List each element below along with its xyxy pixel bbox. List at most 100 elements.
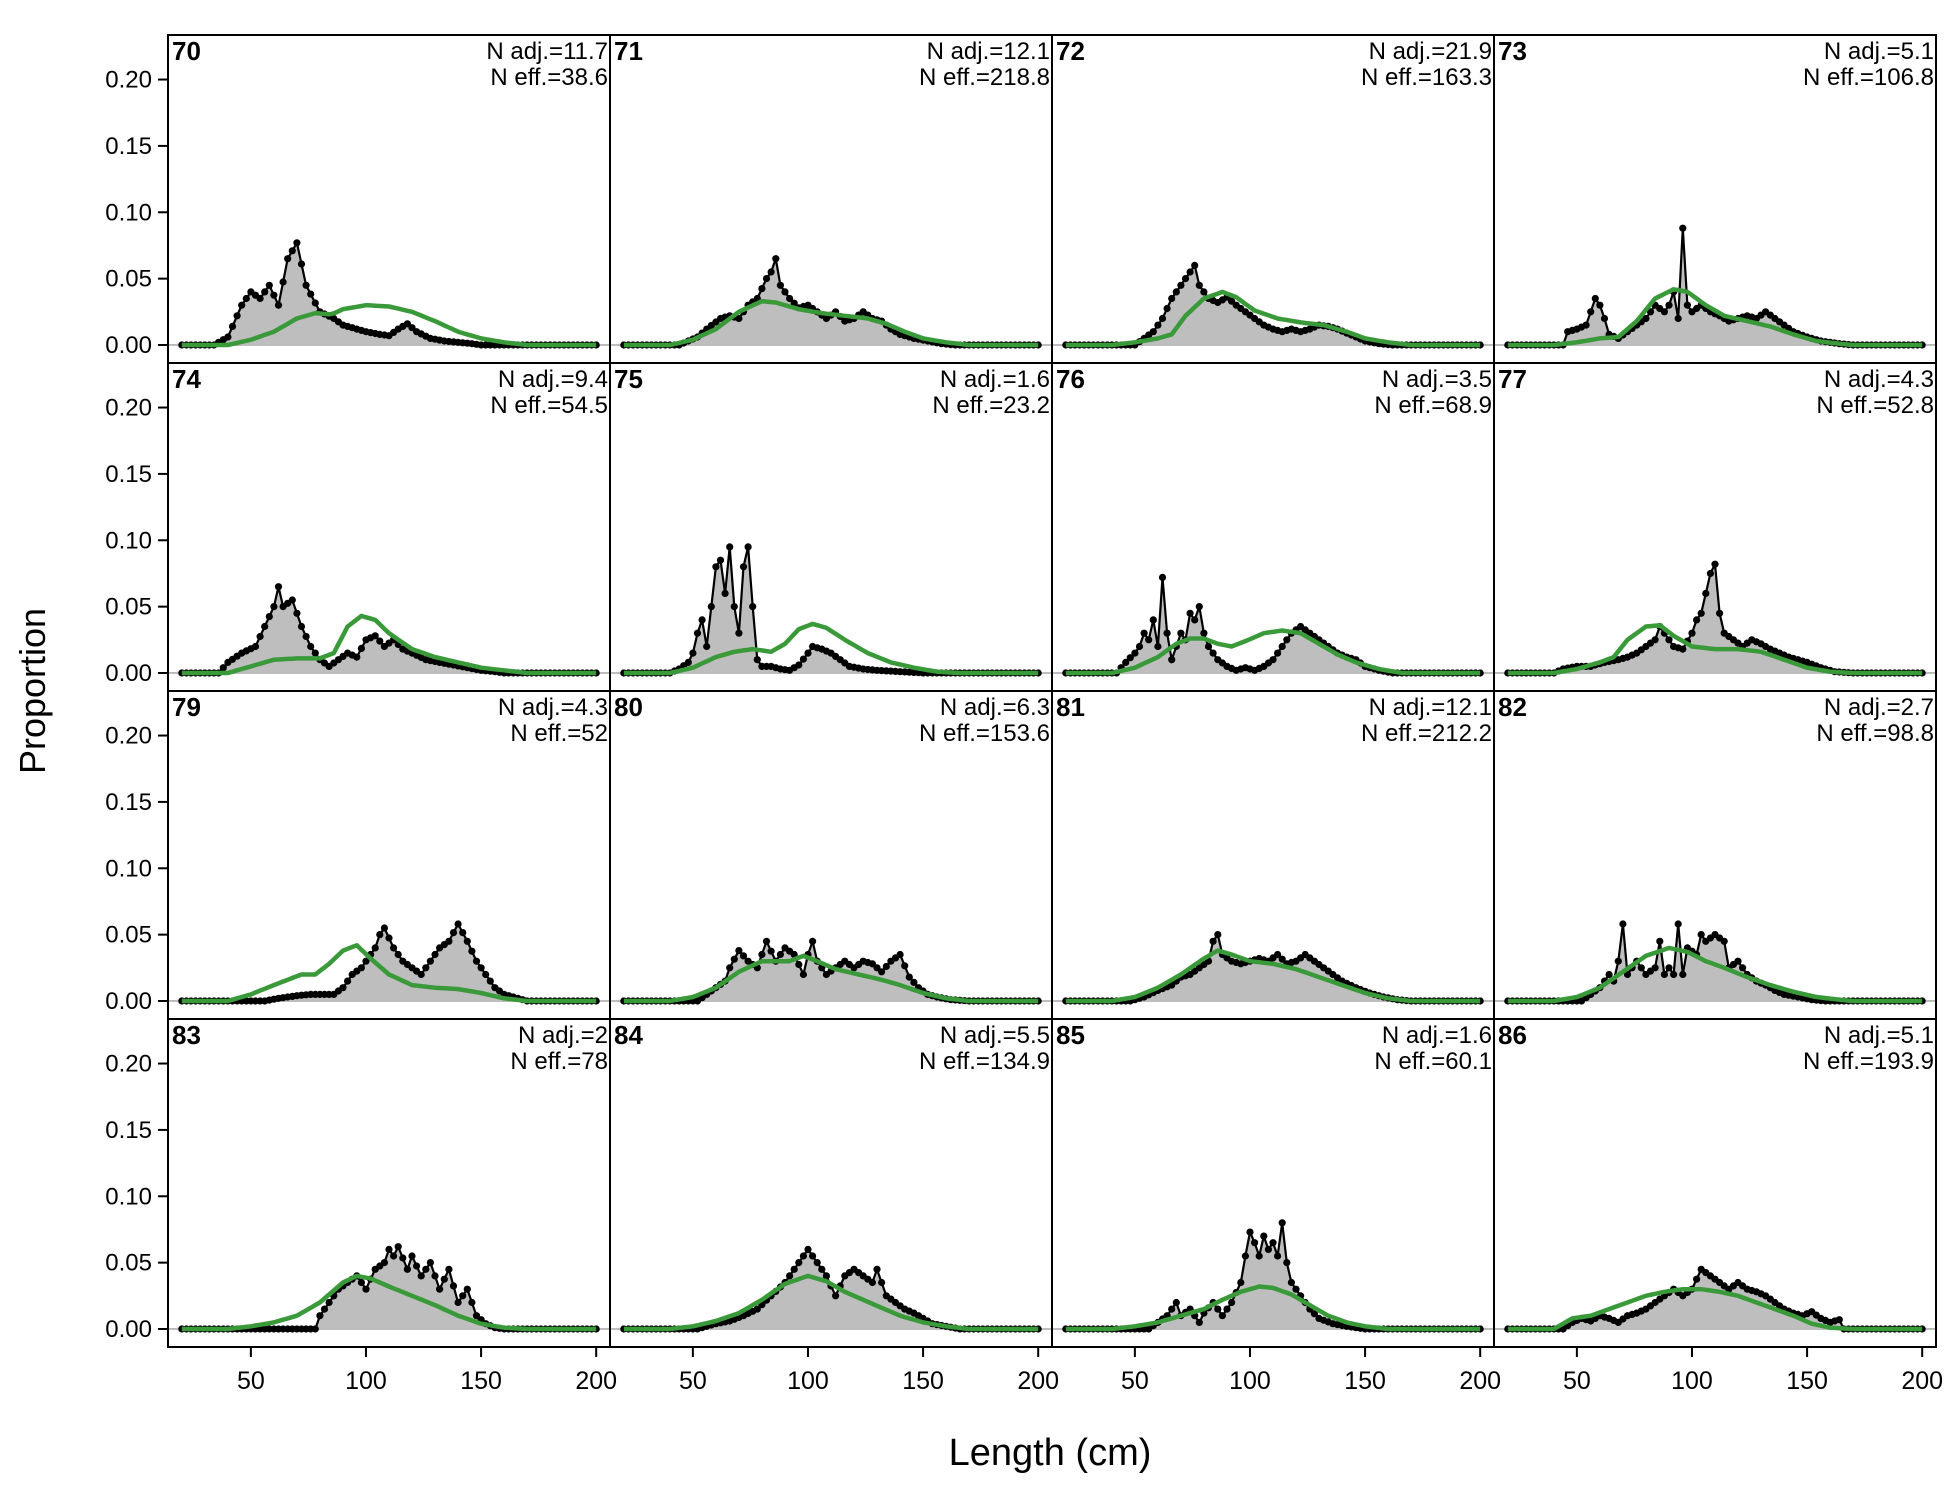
- observed-point: [878, 1278, 886, 1287]
- observed-point: [274, 301, 283, 309]
- observed-point: [472, 957, 481, 965]
- observed-point: [1688, 629, 1696, 637]
- observed-point: [795, 1259, 803, 1267]
- observed-point: [1154, 321, 1162, 329]
- expected-line: [1507, 287, 1923, 348]
- observed-point: [790, 1265, 798, 1273]
- observed-point: [1660, 970, 1668, 979]
- observed-point: [1283, 1259, 1291, 1267]
- n-adj-label: N adj.=5.5: [940, 1022, 1050, 1049]
- x-tick-label: 100: [787, 1367, 829, 1395]
- observed-point: [809, 937, 817, 945]
- observed-point: [1642, 314, 1650, 323]
- observed-point: [1720, 937, 1728, 945]
- observed-point: [293, 239, 301, 247]
- n-adj-label: N adj.=1.6: [940, 366, 1050, 393]
- observed-point: [311, 649, 319, 657]
- panel-76: 76 N adj.=3.5N eff.=68.9: [1051, 362, 1495, 692]
- observed-point: [256, 632, 264, 641]
- observed-point: [1683, 301, 1691, 309]
- y-tick-label: 0.00: [105, 988, 152, 1015]
- observed-point: [776, 950, 785, 959]
- observed-point: [1665, 301, 1673, 309]
- y-axis-label: Proportion: [12, 608, 53, 774]
- n-adj-label: N adj.=5.1: [1824, 1022, 1934, 1049]
- observed-point: [735, 629, 743, 637]
- observed-point: [1145, 636, 1153, 644]
- observed-point: [905, 973, 913, 981]
- observed-point: [1614, 957, 1622, 965]
- observed-point: [385, 1245, 393, 1253]
- observed-point: [726, 964, 734, 972]
- observed-point: [1149, 328, 1157, 336]
- expected-line: [1065, 948, 1481, 1004]
- panel-label: 75: [614, 364, 643, 394]
- observed-point: [1218, 1312, 1226, 1320]
- n-adj-label: N adj.=12.1: [1369, 694, 1492, 721]
- n-adj-label: N adj.=21.9: [1369, 38, 1492, 65]
- observed-point: [1168, 294, 1176, 303]
- x-tick-label: 150: [1344, 1367, 1386, 1395]
- expected-line: [1507, 622, 1923, 676]
- observed-point: [1209, 937, 1217, 945]
- y-tick-label: 0.10: [105, 199, 152, 226]
- observed-point: [730, 603, 738, 611]
- observed-point: [910, 978, 918, 987]
- observed-point: [1131, 649, 1139, 657]
- observed-point: [440, 1275, 448, 1283]
- observed-point: [431, 950, 439, 959]
- observed-point: [1191, 261, 1199, 269]
- observed-point: [224, 333, 232, 341]
- observed-point: [1651, 636, 1659, 644]
- observed-point: [1269, 1239, 1277, 1247]
- expected-line: [181, 302, 597, 348]
- observed-point: [307, 642, 315, 651]
- observed-point: [311, 1325, 319, 1333]
- n-adj-label: N adj.=4.3: [1824, 366, 1934, 393]
- observed-point: [311, 299, 319, 307]
- observed-point: [1126, 654, 1134, 662]
- observed-point: [385, 934, 393, 942]
- n-eff-label: N eff.=38.6: [490, 64, 608, 91]
- x-tick-label: 200: [1901, 1367, 1943, 1395]
- observed-point: [684, 658, 692, 667]
- x-tick-label: 50: [679, 1367, 707, 1395]
- n-eff-label: N eff.=193.9: [1803, 1048, 1934, 1075]
- observed-point: [320, 1305, 329, 1313]
- observed-point: [302, 632, 310, 641]
- observed-point: [1656, 937, 1664, 945]
- y-tick-label: 0.00: [105, 332, 152, 359]
- expected-line: [623, 298, 1039, 348]
- observed-point: [1260, 1232, 1268, 1240]
- observed-point: [459, 929, 467, 937]
- y-tick-label: 0.05: [105, 594, 152, 621]
- observed-point: [362, 957, 370, 965]
- observed-point: [868, 1278, 877, 1287]
- observed-point: [1646, 308, 1655, 316]
- observed-point: [1158, 314, 1167, 323]
- observed-point: [256, 294, 264, 303]
- observed-point: [1269, 656, 1277, 664]
- observed-point: [1274, 1252, 1282, 1260]
- observed-point: [1619, 920, 1627, 928]
- y-tick-label: 0.10: [105, 855, 152, 882]
- y-tick-label: 0.15: [105, 789, 152, 816]
- observed-point: [390, 944, 398, 952]
- observed-point: [739, 563, 748, 571]
- observed-point: [1246, 1228, 1254, 1236]
- expected-line: [623, 1273, 1039, 1332]
- observed-point: [468, 947, 476, 955]
- observed-point: [703, 642, 711, 651]
- observed-point: [357, 964, 365, 972]
- observed-point: [1734, 957, 1742, 965]
- observed-area: [181, 242, 597, 345]
- x-tick-label: 200: [575, 1367, 617, 1395]
- panel-77: 77 N adj.=4.3N eff.=52.8: [1493, 362, 1937, 692]
- observed-point: [1195, 603, 1203, 611]
- observed-point: [399, 1254, 407, 1262]
- observed-point: [1158, 573, 1167, 582]
- y-tick-label: 0.15: [105, 133, 152, 160]
- observed-point: [896, 950, 904, 959]
- panel-label: 70: [172, 36, 201, 66]
- observed-point: [1177, 281, 1185, 289]
